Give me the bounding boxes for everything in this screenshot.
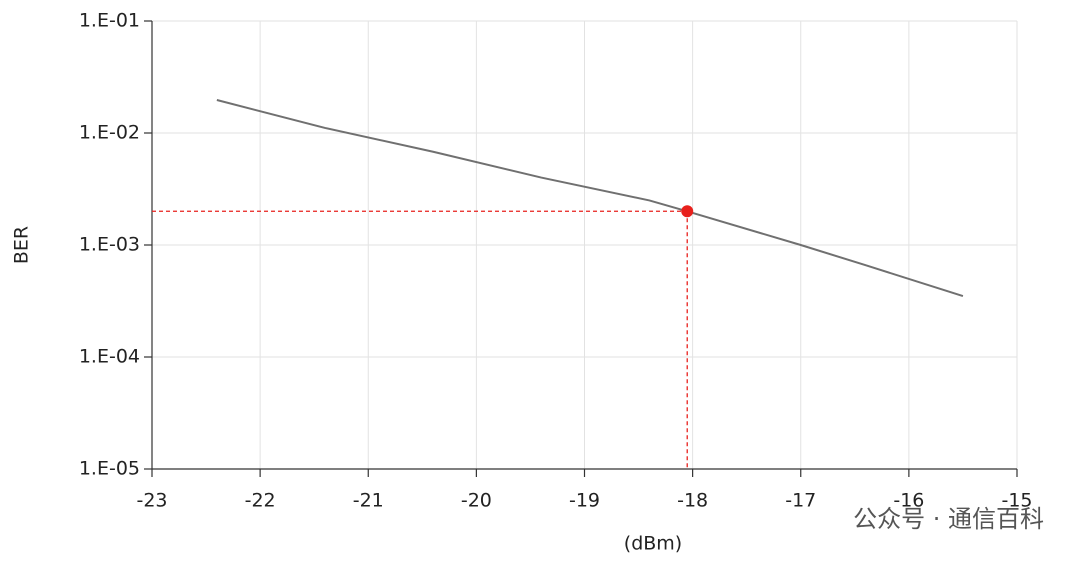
y-tick-label: 1.E-02: [79, 122, 140, 144]
x-tick-label: -18: [677, 490, 708, 512]
x-axis-label: (dBm): [624, 533, 682, 555]
x-tick-label: -19: [569, 490, 600, 512]
x-tick-label: -16: [893, 490, 924, 512]
x-tick-label: -21: [353, 490, 384, 512]
y-axis-label: BER: [11, 226, 33, 264]
y-tick-label: 1.E-04: [79, 346, 140, 368]
x-tick-label: -23: [136, 490, 167, 512]
y-tick-label: 1.E-05: [79, 458, 140, 480]
y-tick-label: 1.E-03: [79, 234, 140, 256]
x-tick-label: -17: [785, 490, 816, 512]
x-tick-label: -15: [1001, 490, 1032, 512]
data-line: [216, 99, 964, 298]
x-tick-label: -22: [245, 490, 276, 512]
watermark: 公众号 · 通信百科: [853, 505, 1044, 533]
highlight-point: [681, 205, 694, 218]
y-tick-label: 1.E-01: [79, 10, 140, 32]
x-tick-label: -20: [461, 490, 492, 512]
